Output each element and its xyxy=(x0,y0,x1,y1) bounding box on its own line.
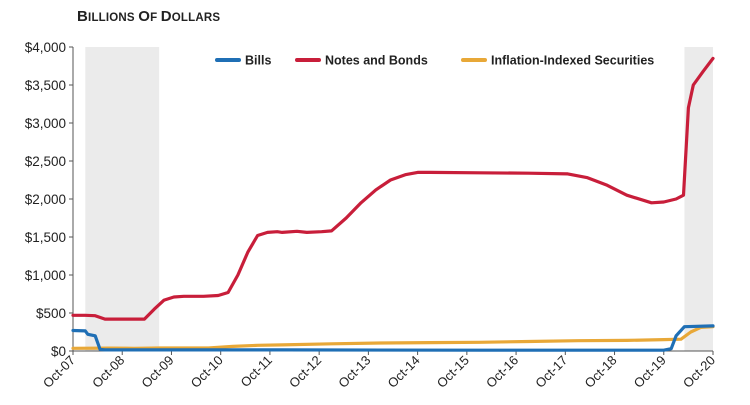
legend-label: Notes and Bonds xyxy=(325,54,428,68)
shaded-period xyxy=(684,47,713,351)
y-tick-label: $500 xyxy=(36,306,66,321)
x-tick-label: Oct-16 xyxy=(483,353,521,391)
x-tick-label: Oct-08 xyxy=(89,353,127,391)
series-line-notes-and-bonds xyxy=(71,56,715,321)
legend-label: Bills xyxy=(245,54,271,68)
x-tick-label: Oct-13 xyxy=(335,353,373,391)
x-tick-label: Oct-18 xyxy=(581,353,619,391)
chart-title-word-rest: ILLIONS xyxy=(88,12,139,24)
chart-title-word-initial: D xyxy=(160,8,172,25)
x-tick-label: Oct-09 xyxy=(138,353,176,391)
y-tick-label: $0 xyxy=(51,344,66,359)
y-tick-label: $1,500 xyxy=(25,230,66,245)
chart-title-word-initial: B xyxy=(77,8,89,25)
x-tick-label: Oct-12 xyxy=(286,353,324,391)
y-tick-label: $2,000 xyxy=(25,192,66,207)
legend-label: Inflation-Indexed Securities xyxy=(491,54,654,68)
x-tick-label: Oct-15 xyxy=(434,353,472,391)
x-tick-label: Oct-10 xyxy=(188,353,226,391)
shaded-period xyxy=(85,47,160,351)
y-tick-label: $4,000 xyxy=(25,40,66,55)
chart-title-word-rest: OLLARS xyxy=(171,12,221,24)
x-tick-label: Oct-14 xyxy=(385,353,423,391)
chart-title-word-initial: O xyxy=(138,8,151,25)
x-tick-label: Oct-20 xyxy=(680,353,718,391)
y-tick-label: $3,000 xyxy=(25,116,66,131)
y-tick-label: $1,000 xyxy=(25,268,66,283)
y-tick-label: $2,500 xyxy=(25,154,66,169)
x-tick-label: Oct-17 xyxy=(532,353,570,391)
series-line-bills xyxy=(71,324,715,352)
x-tick-label: Oct-11 xyxy=(238,353,276,391)
chart-title: BILLIONS OF DOLLARS xyxy=(77,8,220,26)
series-line-inflation-indexed-securities xyxy=(71,325,715,350)
x-tick-label: Oct-19 xyxy=(631,353,669,391)
y-tick-label: $3,500 xyxy=(25,78,66,93)
chart-title-word-rest: F xyxy=(150,12,161,24)
